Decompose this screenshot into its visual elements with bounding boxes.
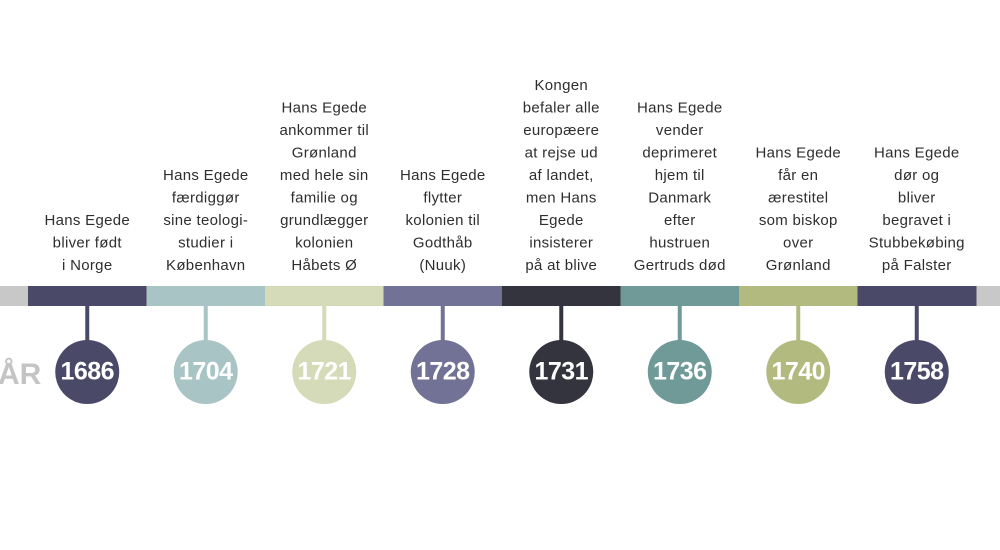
event-text: flytter [423, 189, 462, 206]
timeline-segment [620, 286, 740, 306]
event-text: Egede [539, 212, 584, 229]
event-text: vender [656, 122, 704, 139]
event-text: efter [664, 212, 696, 229]
event-text: Stubbekøbing [869, 234, 965, 251]
bar-end [0, 286, 28, 306]
event-text: færdiggør [172, 189, 240, 206]
timeline-segment [857, 286, 977, 306]
event-text: over [783, 234, 813, 251]
event-text: studier i [178, 234, 233, 251]
event-text: med hele sin [280, 167, 369, 184]
event-text: Grønland [766, 257, 831, 274]
event-text: på Falster [882, 257, 952, 274]
timeline-segment [739, 286, 858, 306]
year-circle [884, 340, 949, 404]
event-text: på at blive [525, 257, 597, 274]
event-text: Hans Egede [755, 144, 841, 161]
event-text: begravet i [882, 212, 951, 229]
year-circle [766, 340, 831, 404]
year-circle [55, 340, 120, 404]
years-label: ÅR [0, 358, 42, 391]
event-text: Hans Egede [400, 167, 486, 184]
event-text: dør og [894, 167, 939, 184]
event-text: Kongen [534, 77, 588, 94]
event-text: hustruen [649, 234, 710, 251]
event-text: i Norge [62, 257, 112, 274]
event-text: bliver født [53, 234, 123, 251]
bar-end [976, 286, 1000, 306]
event-text: europæere [523, 122, 599, 139]
event-text: bliver [898, 189, 936, 206]
event-text: Hans Egede [637, 99, 723, 116]
year: 1736 [653, 358, 707, 386]
year: 1758 [890, 358, 944, 386]
year: 1731 [534, 358, 588, 386]
event-text: Hans Egede [874, 144, 960, 161]
event-text: men Hans [526, 189, 597, 206]
year-circle [173, 340, 238, 404]
year-circle [529, 340, 594, 404]
event-text: kolonien til [406, 212, 480, 229]
event-text: befaler alle [523, 99, 600, 116]
event-text: familie og [291, 189, 358, 206]
event-text: sine teologi- [163, 212, 248, 229]
event-text: kolonien [295, 234, 353, 251]
timeline-segment [383, 286, 503, 306]
event-text: Grønland [292, 144, 357, 161]
year: 1721 [297, 358, 351, 386]
event-text: Gertruds død [634, 257, 726, 274]
event-text: Hans Egede [281, 99, 367, 116]
timeline-segment [502, 286, 621, 306]
year: 1686 [60, 358, 114, 386]
event-text: hjem til [655, 167, 705, 184]
timeline-segment [265, 286, 384, 306]
event-text: insisterer [529, 234, 593, 251]
year: 1740 [771, 358, 825, 386]
event-text: Hans Egede [44, 212, 130, 229]
event-text: Danmark [648, 189, 711, 206]
event-text: ærestitel [768, 189, 828, 206]
event-text: grundlægger [280, 212, 368, 229]
year: 1704 [179, 358, 233, 386]
event-text: deprimeret [642, 144, 717, 161]
event-text: København [166, 257, 245, 274]
year: 1728 [416, 358, 470, 386]
timeline-segment [28, 286, 147, 306]
year-circle [410, 340, 475, 404]
event-text: Godthåb [413, 234, 473, 251]
event-text: Håbets Ø [291, 257, 357, 274]
timeline-segment [146, 286, 266, 306]
event-text: får en [778, 167, 818, 184]
event-text: (Nuuk) [419, 257, 466, 274]
event-text: af landet, [529, 167, 594, 184]
year-circle [647, 340, 712, 404]
event-text: Hans Egede [163, 167, 249, 184]
event-text: som biskop [759, 212, 838, 229]
event-text: at rejse ud [525, 144, 598, 161]
event-text: ankommer til [280, 122, 369, 139]
year-circle [292, 340, 357, 404]
